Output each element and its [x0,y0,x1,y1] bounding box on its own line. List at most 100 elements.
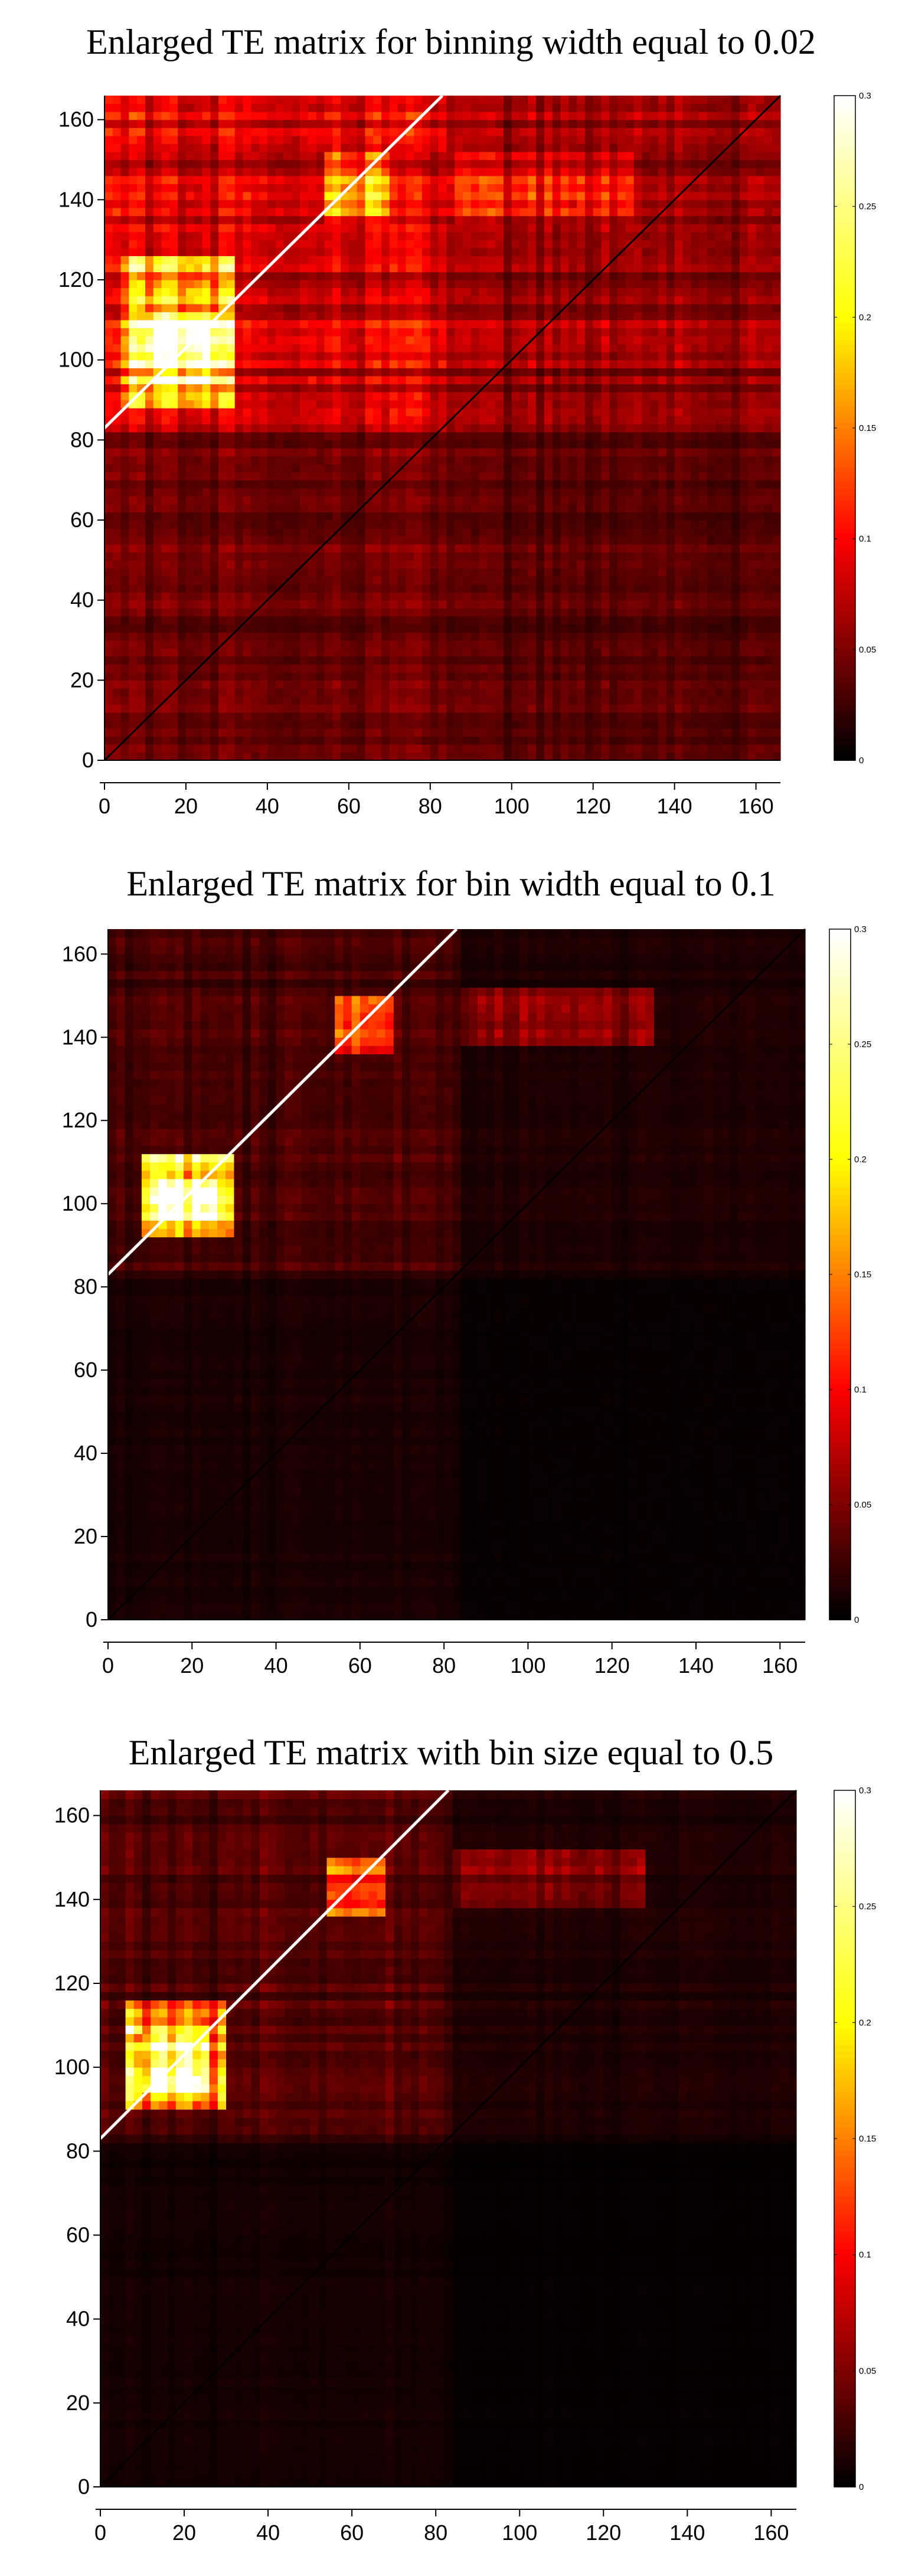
heatmap-cell [251,375,260,384]
heatmap-cell [487,400,496,408]
heatmap-cell [519,608,528,617]
heatmap-cell [308,688,317,697]
heatmap-cell [120,520,129,529]
heatmap-cell [300,552,309,561]
heatmap-cell [202,440,211,449]
heatmap-cell [267,584,276,593]
heatmap-cell [234,400,244,408]
heatmap-cell [120,352,129,361]
heatmap-cell [129,640,138,649]
heatmap-cell [292,560,300,569]
heatmap-cell [536,600,545,609]
heatmap-cell [544,704,553,713]
heatmap-cell [658,568,667,577]
heatmap-cell [723,287,732,296]
heatmap-cell [446,464,455,473]
heatmap-cell [691,359,700,368]
heatmap-cell [430,319,439,329]
heatmap-cell [406,504,414,513]
heatmap-cell [348,384,358,393]
heatmap-cell [430,704,439,713]
heatmap-cell [332,624,341,633]
heatmap-cell [740,368,749,377]
heatmap-cell [104,272,113,280]
heatmap-cell [438,464,447,473]
heatmap-cell [699,375,708,384]
heatmap-cell [308,464,317,473]
heatmap-cell [756,431,765,440]
heatmap-cell [691,328,700,336]
heatmap-cell [674,720,684,729]
heatmap-cell [756,312,765,321]
heatmap-cell [234,672,244,681]
heatmap-cell [341,488,349,496]
heatmap-cell [658,608,667,617]
heatmap-cell [479,368,488,377]
heatmap-cell [104,584,113,593]
heatmap-cell [470,359,480,368]
heatmap-cell [764,584,773,593]
heatmap-cell [218,624,227,633]
heatmap-cell [112,335,122,345]
heatmap-cell [666,359,675,368]
heatmap-cell [584,752,594,761]
heatmap-cell [756,456,765,465]
heatmap-cell [129,368,138,377]
heatmap-cell [470,416,480,424]
heatmap-cell [715,736,724,745]
heatmap-cell [772,592,781,601]
heatmap-cell [699,319,708,329]
heatmap-cell [560,656,569,665]
heatmap-cell [243,752,251,761]
heatmap-cell [642,416,651,424]
heatmap-cell [650,552,659,561]
heatmap-cell [731,712,740,721]
heatmap-cell [691,664,700,673]
heatmap-cell [210,600,219,609]
heatmap-cell [568,656,577,665]
heatmap-cell [519,400,528,408]
heatmap-cell [406,520,414,529]
heatmap-cell [324,328,333,336]
heatmap-cell [756,624,765,633]
heatmap-cell [723,464,732,473]
heatmap-cell [764,344,773,352]
heatmap-cell [731,480,740,489]
heatmap-cell [568,664,577,673]
heatmap-cell [601,368,610,377]
heatmap-cell [740,352,749,361]
heatmap-cell [446,424,455,433]
heatmap-cell [495,640,504,649]
heatmap-cell [511,680,521,689]
heatmap-cell [715,600,724,609]
heatmap-cell [438,704,447,713]
heatmap-cell [731,688,740,697]
heatmap-cell [740,696,749,705]
heatmap-cell [267,624,276,633]
heatmap-cell [145,560,154,569]
heatmap-cell [650,456,659,465]
heatmap-cell [691,544,700,553]
heatmap-cell [625,616,635,625]
heatmap-cell [308,359,317,368]
heatmap-cell [658,472,667,480]
heatmap-cell [455,512,463,521]
heatmap-cell [438,616,447,625]
heatmap-cell [283,280,292,289]
heatmap-cell [584,512,594,521]
heatmap-cell [723,424,732,433]
heatmap-cell [495,480,504,489]
heatmap-cell [137,280,146,289]
heatmap-cell [707,496,716,505]
heatmap-cell [389,504,398,513]
heatmap-cell [715,312,724,321]
heatmap-cell [234,480,244,489]
heatmap-cell [650,352,659,361]
heatmap-cell [251,352,260,361]
heatmap-cell [658,368,667,377]
heatmap-cell [511,528,521,537]
heatmap-cell [658,488,667,496]
heatmap-cell [226,312,236,321]
heatmap-cell [723,312,732,321]
heatmap-cell [422,480,431,489]
